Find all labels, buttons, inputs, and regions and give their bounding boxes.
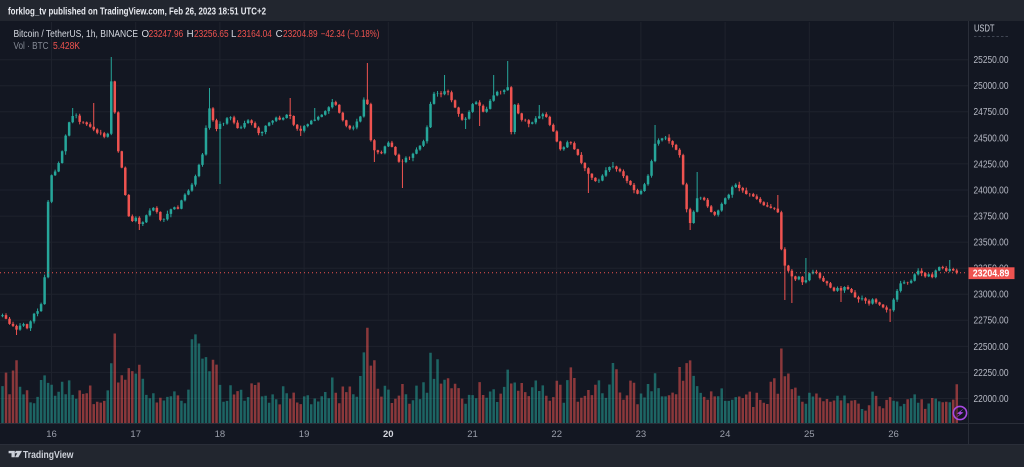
svg-text:H: H <box>187 29 194 40</box>
svg-text:USDT: USDT <box>974 24 995 35</box>
svg-text:22250.00: 22250.00 <box>974 368 1009 379</box>
svg-text:23750.00: 23750.00 <box>974 212 1009 223</box>
svg-text:−42.34 (−0.18%): −42.34 (−0.18%) <box>321 29 380 40</box>
svg-text:22750.00: 22750.00 <box>974 316 1009 327</box>
svg-text:22000.00: 22000.00 <box>974 394 1009 405</box>
svg-text:O: O <box>142 29 150 40</box>
svg-text:21: 21 <box>467 429 478 440</box>
svg-text:Vol · BTC: Vol · BTC <box>14 41 49 52</box>
svg-text:25250.00: 25250.00 <box>974 55 1009 66</box>
svg-text:25000.00: 25000.00 <box>974 81 1009 92</box>
svg-text:TradingView: TradingView <box>23 450 74 461</box>
svg-text:23164.04: 23164.04 <box>237 29 272 40</box>
svg-text:23247.96: 23247.96 <box>149 29 184 40</box>
svg-text:19: 19 <box>299 429 310 440</box>
svg-text:24250.00: 24250.00 <box>974 159 1009 170</box>
svg-text:22500.00: 22500.00 <box>974 342 1009 353</box>
svg-text:18: 18 <box>215 429 226 440</box>
svg-text:25: 25 <box>804 429 815 440</box>
svg-text:C: C <box>276 29 283 40</box>
svg-text:24: 24 <box>720 429 731 440</box>
svg-text:23204.89: 23204.89 <box>973 269 1010 280</box>
svg-text:22: 22 <box>551 429 562 440</box>
svg-text:forklog_tv published on Tradin: forklog_tv published on TradingView.com,… <box>8 7 266 18</box>
svg-text:23204.89: 23204.89 <box>283 29 318 40</box>
svg-text:24500.00: 24500.00 <box>974 133 1009 144</box>
svg-text:24000.00: 24000.00 <box>974 185 1009 196</box>
svg-text:24750.00: 24750.00 <box>974 107 1009 118</box>
svg-text:26: 26 <box>888 429 899 440</box>
svg-text:23500.00: 23500.00 <box>974 238 1009 249</box>
svg-text:5.428K: 5.428K <box>53 41 80 52</box>
svg-text:16: 16 <box>46 429 57 440</box>
svg-text:Bitcoin / TetherUS, 1h, BINANC: Bitcoin / TetherUS, 1h, BINANCE <box>14 29 139 40</box>
svg-text:23000.00: 23000.00 <box>974 290 1009 301</box>
svg-text:17: 17 <box>130 429 141 440</box>
svg-text:23256.65: 23256.65 <box>194 29 229 40</box>
svg-text:L: L <box>231 29 237 40</box>
svg-text:20: 20 <box>383 429 394 440</box>
svg-text:23: 23 <box>636 429 647 440</box>
